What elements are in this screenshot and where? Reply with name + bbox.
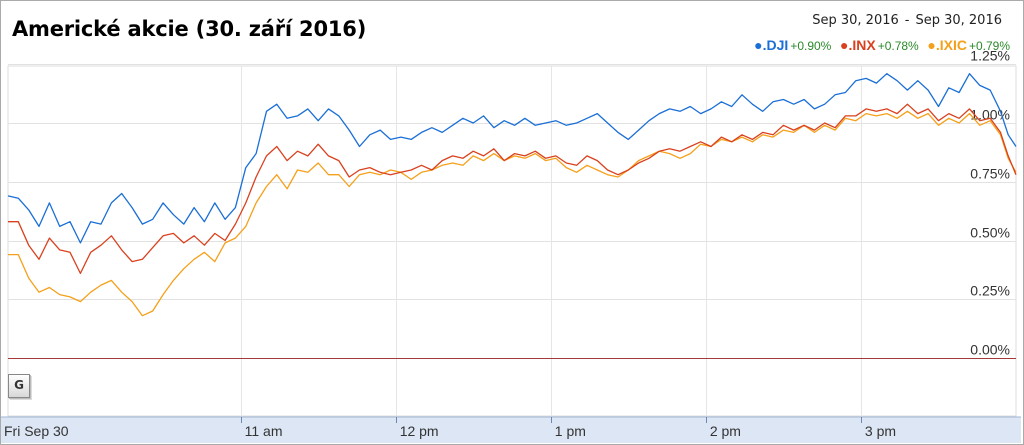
date-range: Sep 30, 2016- Sep 30, 2016 <box>812 13 1002 28</box>
series-line-inx <box>8 103 1017 275</box>
x-tick-label: Fri Sep 30 <box>4 423 69 439</box>
legend-change: +0.79% <box>968 39 1010 53</box>
series-line-ixic <box>8 110 1017 317</box>
google-finance-icon[interactable]: G <box>8 374 30 398</box>
y-tick-label: 0.50% <box>970 225 1010 241</box>
x-tick-label: 2 pm <box>710 423 741 439</box>
x-tick-label: 1 pm <box>555 423 586 439</box>
legend-change: +0.90% <box>790 39 832 53</box>
y-tick-label: 0.00% <box>970 342 1010 358</box>
y-axis-labels: 0.00%0.25%0.50%0.75%1.00%1.25% <box>970 48 1010 358</box>
legend-item-inx[interactable]: ●.INX +0.78% <box>840 37 919 53</box>
range-separator: - <box>904 13 910 28</box>
range-end: Sep 30, 2016 <box>915 13 1002 28</box>
x-tick-label: 11 am <box>245 423 283 439</box>
y-tick-label: 1.25% <box>970 48 1010 64</box>
legend-symbol: .IXIC <box>935 37 967 53</box>
legend-symbol: .DJI <box>762 37 789 53</box>
legend: ●.DJI +0.90% ●.INX +0.78% ●.IXIC +0.79% <box>749 37 1010 53</box>
legend-change: +0.78% <box>877 39 919 53</box>
legend-dot-icon: ● <box>839 37 849 53</box>
y-tick-label: 0.75% <box>970 166 1010 182</box>
series-line-dji <box>7 73 1017 244</box>
x-tick-label: 3 pm <box>865 423 896 439</box>
legend-item-ixic[interactable]: ●.IXIC +0.79% <box>927 37 1010 53</box>
legend-dot-icon: ● <box>754 37 763 53</box>
legend-symbol: .INX <box>848 37 876 53</box>
horizontal-gridlines <box>8 64 1016 359</box>
x-axis-labels: Fri Sep 30 11 am 12 pm 1 pm 2 pm 3 pm <box>4 417 896 439</box>
y-tick-label: 0.25% <box>970 283 1010 299</box>
x-tick-label: 12 pm <box>400 423 439 439</box>
legend-dot-icon: ● <box>927 37 936 53</box>
series-lines <box>7 73 1017 317</box>
range-start: Sep 30, 2016 <box>812 13 899 28</box>
legend-item-dji[interactable]: ●.DJI +0.90% <box>754 37 831 53</box>
x-axis-band <box>1 417 1021 443</box>
chart-title: Americké akcie (30. září 2016) <box>12 17 367 41</box>
